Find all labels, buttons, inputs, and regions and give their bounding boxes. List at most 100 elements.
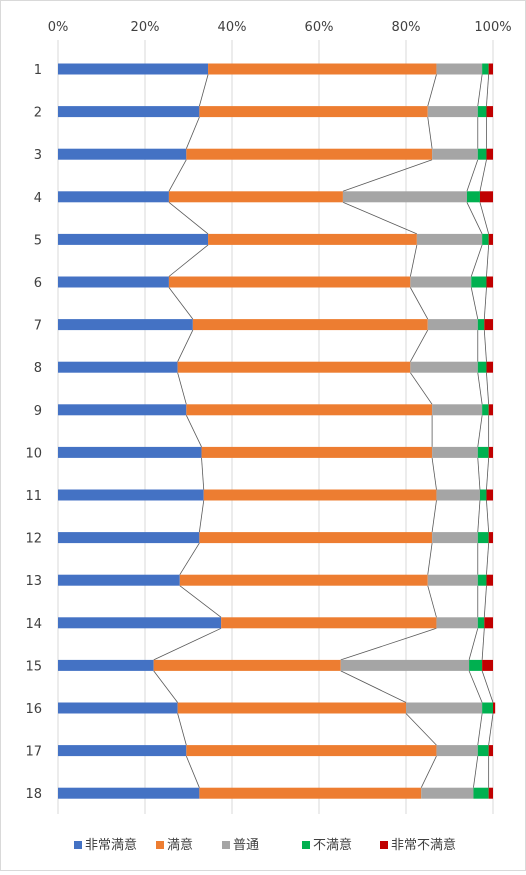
category-label: 14 xyxy=(25,617,42,632)
bar-segment-row7-series3 xyxy=(477,319,485,331)
series-line xyxy=(466,202,483,235)
bar-segment-row12-series3 xyxy=(477,532,489,544)
series-line xyxy=(168,201,209,235)
series-line xyxy=(342,201,418,235)
series-line xyxy=(179,542,200,575)
category-label: 6 xyxy=(34,276,42,291)
series-line xyxy=(486,457,490,490)
x-tick-label: 40% xyxy=(218,20,247,35)
series-line xyxy=(481,670,494,703)
category-label: 15 xyxy=(25,659,42,674)
series-line xyxy=(427,543,433,575)
series-line xyxy=(477,74,483,107)
category-label: 17 xyxy=(25,745,42,760)
x-tick-label: 0% xyxy=(48,20,69,35)
category-label: 11 xyxy=(25,489,42,504)
series-line xyxy=(409,244,418,277)
legend-label: 不満意 xyxy=(313,837,352,853)
legend-swatch xyxy=(302,841,310,849)
bar-segment-row18-series3 xyxy=(473,787,489,799)
bar-segment-row8-series3 xyxy=(477,361,487,373)
x-tick-label: 60% xyxy=(305,20,334,35)
series-line xyxy=(488,713,494,746)
bar-segment-row10-series1 xyxy=(201,446,433,458)
series-line xyxy=(483,330,487,362)
bar-segment-row9-series0 xyxy=(58,404,187,416)
series-line xyxy=(168,244,209,277)
series-line xyxy=(177,329,194,362)
bar-segment-row12-series4 xyxy=(488,532,493,544)
bar-segment-row15-series0 xyxy=(58,659,154,671)
category-label: 7 xyxy=(34,319,42,334)
legend: 非常満意 満意 普通 不満意 非常不満意 xyxy=(74,837,456,853)
bar-segment-row2-series0 xyxy=(58,106,200,118)
legend-item: 不満意 xyxy=(302,837,352,853)
series-line xyxy=(486,543,490,575)
bar-segment-row6-series4 xyxy=(486,276,493,288)
series-line xyxy=(486,74,490,107)
series-line xyxy=(483,287,487,320)
bar-segment-row15-series1 xyxy=(153,659,341,671)
bar-segment-row8-series4 xyxy=(486,361,493,373)
category-label: 1 xyxy=(34,63,42,78)
bar-segment-row6-series3 xyxy=(471,276,487,288)
bar-segment-row6-series2 xyxy=(410,276,472,288)
bar-segment-row5-series3 xyxy=(482,233,489,245)
series-line xyxy=(427,585,437,618)
legend-item: 非常不満意 xyxy=(380,837,456,853)
bar-segment-row14-series4 xyxy=(484,617,493,629)
bar-segment-row2-series4 xyxy=(486,106,493,118)
bar-segment-row13-series2 xyxy=(427,574,478,586)
bars xyxy=(58,63,496,799)
bar-segment-row9-series2 xyxy=(432,404,483,416)
category-label: 10 xyxy=(25,446,42,461)
series-line xyxy=(477,500,481,533)
x-tick-label: 100% xyxy=(474,20,511,35)
bar-segment-row9-series1 xyxy=(186,404,433,416)
category-label: 18 xyxy=(25,787,42,802)
category-label: 13 xyxy=(25,574,42,589)
series-line xyxy=(477,457,481,490)
bar-segment-row2-series1 xyxy=(199,106,428,118)
series-line xyxy=(486,372,490,405)
series-line xyxy=(483,585,487,618)
bar-segment-row10-series4 xyxy=(488,446,493,458)
legend-label: 非常不満意 xyxy=(391,837,456,853)
bar-segment-row4-series0 xyxy=(58,191,169,203)
category-label: 9 xyxy=(34,404,42,419)
bar-segment-row11-series0 xyxy=(58,489,204,501)
category-label: 16 xyxy=(25,702,42,717)
legend-label: 非常満意 xyxy=(85,837,137,853)
bar-segment-row13-series4 xyxy=(486,574,493,586)
bar-segment-row15-series4 xyxy=(482,659,493,671)
series-line xyxy=(177,372,187,405)
series-line xyxy=(479,202,490,235)
bar-segment-row17-series3 xyxy=(477,745,489,757)
bar-segment-row17-series0 xyxy=(58,745,187,757)
bar-segment-row7-series1 xyxy=(192,319,428,331)
category-label: 2 xyxy=(34,106,42,121)
bar-segment-row9-series4 xyxy=(488,404,493,416)
bar-segment-row8-series2 xyxy=(410,361,478,373)
bar-segment-row14-series1 xyxy=(221,617,437,629)
series-line xyxy=(198,500,205,533)
series-line xyxy=(409,329,429,362)
series-line xyxy=(340,627,437,661)
x-tick-label: 80% xyxy=(392,20,421,35)
bar-segment-row4-series4 xyxy=(479,191,493,203)
bar-segment-row14-series0 xyxy=(58,617,222,629)
bar-segment-row2-series2 xyxy=(427,106,478,118)
category-label: 12 xyxy=(25,532,42,547)
series-line xyxy=(427,117,433,149)
bar-segment-row1-series1 xyxy=(208,63,437,75)
bar-segment-row5-series1 xyxy=(208,233,417,245)
bar-segment-row13-series1 xyxy=(179,574,428,586)
bar-segment-row2-series3 xyxy=(477,106,487,118)
series-line xyxy=(427,74,437,107)
series-line xyxy=(470,287,479,320)
series-line xyxy=(168,159,187,192)
legend-swatch xyxy=(156,841,164,849)
series-line xyxy=(185,415,202,448)
